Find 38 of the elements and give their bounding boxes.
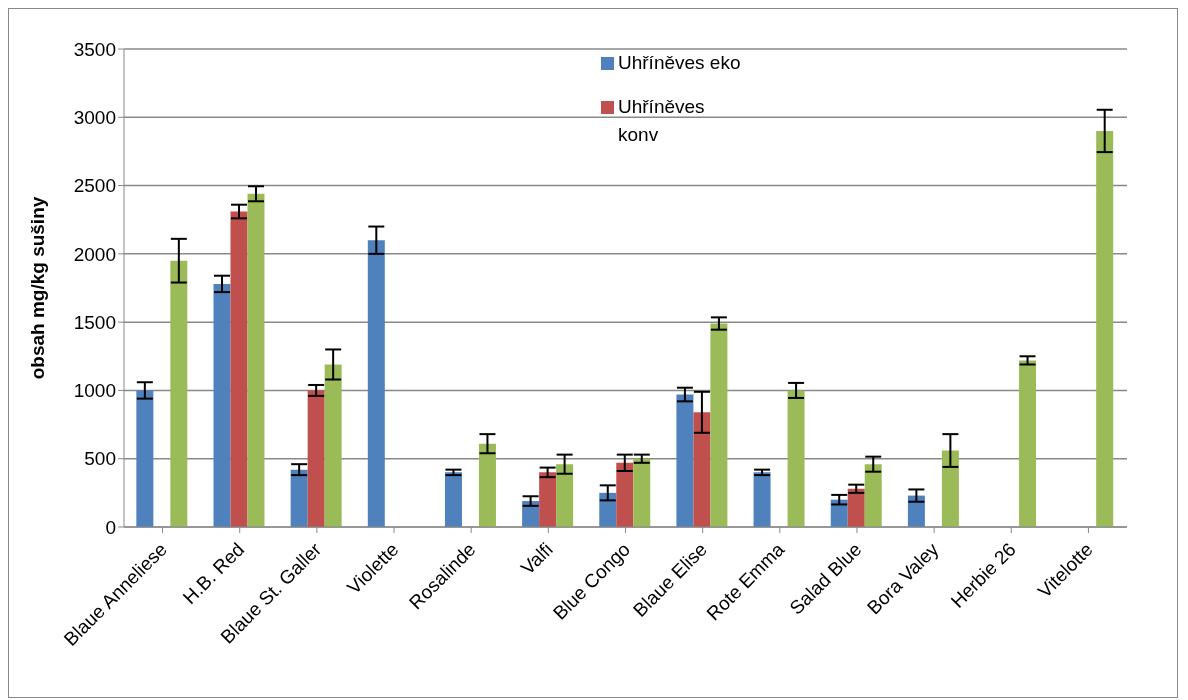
bar (710, 323, 728, 527)
bar (753, 472, 771, 527)
bar (230, 211, 248, 527)
bar (941, 450, 959, 527)
y-tick-label: 3500 (73, 38, 116, 60)
bar (633, 458, 651, 527)
y-axis-title: obsah mg/kg sušiny (26, 196, 48, 380)
y-tick-label: 3000 (73, 107, 116, 129)
x-tick-label: H.B. Red (178, 538, 249, 608)
bar (290, 469, 308, 527)
bar (616, 462, 634, 527)
bar (864, 464, 882, 527)
bar (556, 464, 574, 527)
y-tick-label: 0 (105, 516, 116, 538)
bar (847, 488, 865, 527)
bar (170, 260, 188, 527)
bar (367, 240, 385, 527)
legend-label: Uhříněves konv (618, 95, 706, 147)
bar (1096, 130, 1114, 527)
bar (1019, 360, 1037, 527)
bar (213, 283, 231, 527)
y-tick-label: 500 (84, 448, 116, 470)
y-tick-label: 1500 (73, 311, 116, 333)
bar (693, 412, 711, 527)
bar (478, 443, 496, 527)
bar (676, 394, 694, 527)
y-tick-label: 2000 (73, 243, 116, 265)
bar (324, 364, 342, 527)
bar (539, 472, 557, 527)
bar (136, 390, 154, 527)
bar (307, 390, 325, 527)
legend-label: Uhříněves eko (618, 51, 742, 75)
y-tick-label: 1000 (73, 380, 116, 402)
bar (787, 390, 805, 527)
x-tick-label: Valfi (516, 538, 557, 579)
bar (444, 472, 462, 527)
bar (247, 193, 265, 527)
y-tick-label: 2500 (73, 175, 116, 197)
